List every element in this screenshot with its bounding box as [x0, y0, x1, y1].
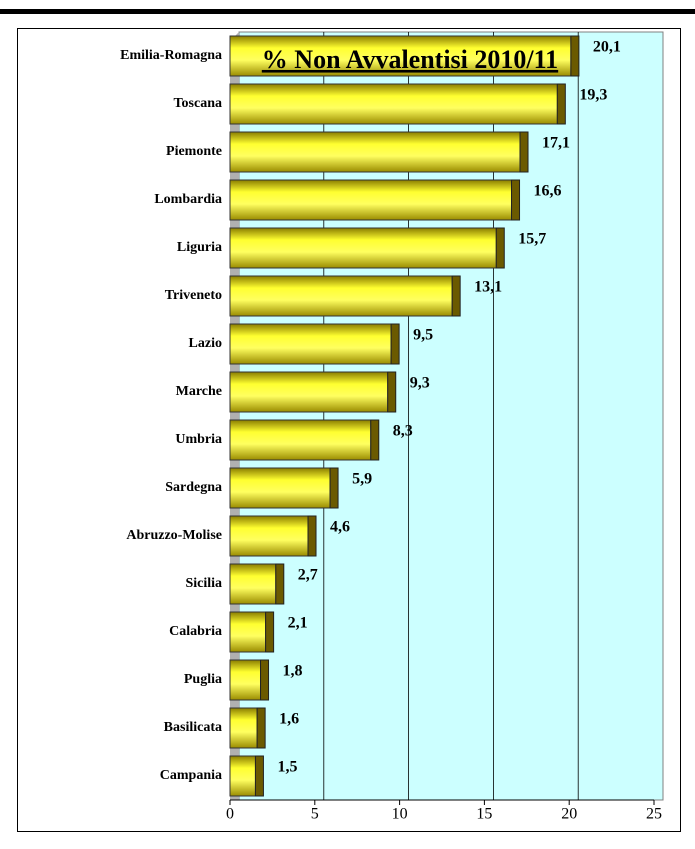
bar-cap	[511, 179, 521, 221]
value-label: 15,7	[518, 231, 546, 248]
bar-cap	[329, 467, 339, 509]
plot-side	[230, 32, 239, 800]
value-label: 20,1	[593, 39, 621, 56]
value-label: 1,5	[277, 759, 297, 776]
value-label: 5,9	[352, 471, 372, 488]
bar-cap	[387, 371, 397, 413]
bar	[229, 35, 572, 77]
bar-cap	[275, 563, 285, 605]
value-label: 2,7	[298, 567, 318, 584]
y-tick-label: Toscana	[173, 96, 222, 111]
y-tick-label: Liguria	[177, 240, 222, 255]
y-tick-label: Umbria	[175, 432, 222, 447]
bar	[229, 275, 453, 317]
chart-title: % Non Avvalentisi 2010/11	[262, 45, 558, 74]
value-label: 13,1	[474, 279, 502, 296]
x-tick-label: 5	[311, 806, 319, 823]
y-tick-label: Triveneto	[165, 288, 222, 303]
y-tick-label: Basilicata	[164, 720, 222, 735]
y-tick-label: Sicilia	[185, 576, 222, 591]
bar-cap	[556, 83, 566, 125]
bar	[229, 707, 258, 749]
bar	[229, 563, 277, 605]
bar	[229, 131, 521, 173]
top-rule	[0, 9, 695, 14]
y-tick-label: Lazio	[189, 336, 222, 351]
y-tick-label: Marche	[176, 384, 222, 399]
bar-cap	[254, 755, 264, 797]
value-label: 1,6	[279, 711, 299, 728]
bar-cap	[390, 323, 400, 365]
x-tick-label: 10	[392, 806, 408, 823]
value-label: 1,8	[283, 663, 303, 680]
y-tick-label: Campania	[160, 768, 222, 783]
x-tick-label: 25	[646, 806, 662, 823]
x-tick-label: 15	[476, 806, 492, 823]
x-tick-label: 0	[226, 806, 234, 823]
y-tick-label: Abruzzo-Molise	[126, 528, 222, 543]
bar	[229, 515, 309, 557]
y-tick-label: Lombardia	[154, 192, 222, 207]
bar-cap	[519, 131, 529, 173]
bar	[229, 323, 392, 365]
bar-cap	[260, 659, 270, 701]
bar	[229, 179, 513, 221]
bar	[229, 755, 256, 797]
bar-cap	[495, 227, 505, 269]
value-label: 9,5	[413, 327, 433, 344]
bar-cap	[265, 611, 275, 653]
bar	[229, 371, 389, 413]
bar	[229, 659, 262, 701]
value-label: 17,1	[542, 135, 570, 152]
value-label: 19,3	[579, 87, 607, 104]
bar-cap	[370, 419, 380, 461]
y-tick-label: Piemonte	[166, 144, 222, 159]
y-tick-label: Emilia-Romagna	[120, 48, 222, 63]
value-label: 16,6	[534, 183, 562, 200]
y-tick-label: Calabria	[169, 624, 222, 639]
bar-cap	[256, 707, 266, 749]
bar	[229, 83, 558, 125]
bar	[229, 227, 497, 269]
value-label: 4,6	[330, 519, 350, 536]
bar	[229, 467, 331, 509]
bar-cap	[570, 35, 580, 77]
bar-cap	[451, 275, 461, 317]
y-tick-label: Puglia	[184, 672, 222, 687]
bar	[229, 419, 372, 461]
y-tick-label: Sardegna	[165, 480, 222, 495]
value-label: 9,3	[410, 375, 430, 392]
x-tick-label: 20	[561, 806, 577, 823]
value-label: 2,1	[288, 615, 308, 632]
value-label: 8,3	[393, 423, 413, 440]
bar	[229, 611, 267, 653]
bar-cap	[307, 515, 317, 557]
